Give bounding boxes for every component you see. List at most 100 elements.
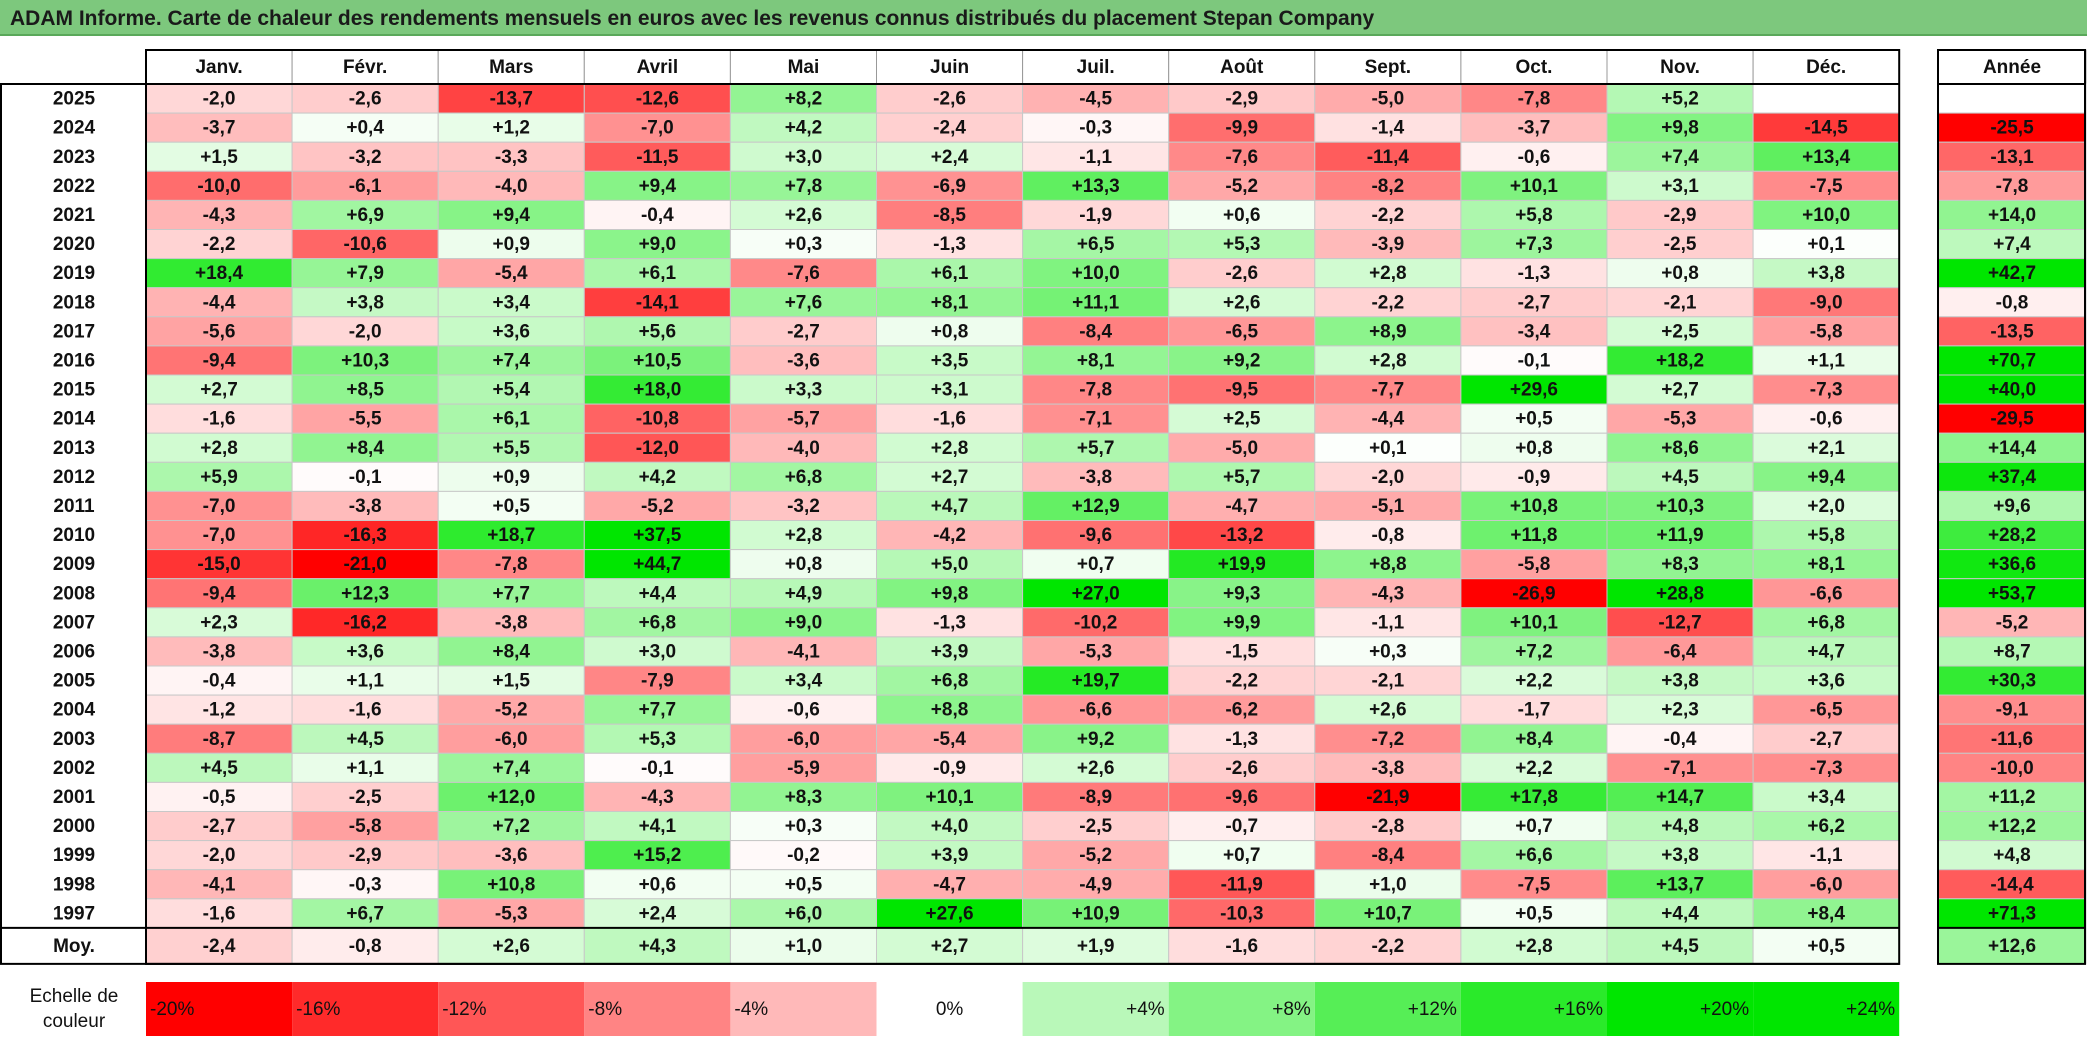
heatmap-cell bbox=[1022, 258, 1170, 289]
heatmap-cell bbox=[145, 229, 293, 260]
cell-value: +7,4 bbox=[492, 350, 530, 371]
cell-value: +10,1 bbox=[1510, 612, 1559, 633]
cell-value: -11,5 bbox=[636, 147, 679, 168]
heatmap-cell bbox=[1606, 665, 1754, 696]
cell-value: -6,0 bbox=[1810, 874, 1843, 895]
heatmap-cell bbox=[1314, 549, 1462, 580]
year-label: 2012 bbox=[53, 467, 95, 488]
heatmap-cell bbox=[729, 781, 878, 813]
heatmap-cell bbox=[583, 170, 731, 201]
average-cell bbox=[1752, 927, 1900, 965]
heatmap-cell bbox=[1168, 752, 1316, 783]
heatmap-cell bbox=[876, 287, 1024, 318]
cell-value: +3,0 bbox=[639, 641, 677, 662]
cell-value: -5,4 bbox=[933, 729, 966, 750]
cell-value: -4,3 bbox=[641, 787, 674, 808]
scale-label: -20% bbox=[150, 999, 194, 1020]
cell-value: +6,5 bbox=[1077, 234, 1115, 255]
annual-value: +11,2 bbox=[1988, 787, 2035, 808]
cell-value: -5,1 bbox=[1371, 496, 1404, 517]
cell-value: -0,1 bbox=[1518, 350, 1551, 371]
annual-cell bbox=[1937, 549, 2087, 580]
heatmap-cell bbox=[437, 781, 585, 813]
year-label: 2016 bbox=[53, 350, 95, 371]
heatmap-cell bbox=[1752, 141, 1900, 172]
annual-value: +4,8 bbox=[1993, 845, 2031, 866]
cell-value: -26,9 bbox=[1512, 583, 1555, 604]
month-header: Déc. bbox=[1806, 57, 1846, 78]
cell-value: +4,5 bbox=[1661, 467, 1699, 488]
cell-value: +18,2 bbox=[1656, 350, 1704, 371]
annual-value: +9,6 bbox=[1993, 496, 2031, 517]
heatmap-cell bbox=[1460, 141, 1608, 172]
cell-value: +0,8 bbox=[931, 321, 969, 342]
annual-cell bbox=[1937, 490, 2087, 521]
average-label: Moy. bbox=[53, 936, 95, 957]
scale-label: 0% bbox=[936, 999, 964, 1020]
heatmap-cell bbox=[1314, 170, 1462, 201]
cell-value: -7,1 bbox=[1664, 758, 1697, 779]
heatmap-cell bbox=[145, 520, 293, 551]
cell-value: +0,5 bbox=[785, 874, 823, 895]
cell-value: -7,0 bbox=[203, 496, 236, 517]
heatmap-cell bbox=[1168, 258, 1316, 289]
heatmap-cell bbox=[1314, 811, 1462, 842]
cell-value: -3,3 bbox=[495, 147, 528, 168]
cell-value: +3,9 bbox=[931, 641, 969, 662]
cell-value: -8,9 bbox=[1079, 787, 1112, 808]
cell-value: -7,5 bbox=[1518, 874, 1551, 895]
annual-value: -13,1 bbox=[1990, 147, 2034, 168]
cell-value: -2,0 bbox=[349, 321, 382, 342]
year-label: 2017 bbox=[53, 321, 95, 342]
cell-value: +5,5 bbox=[492, 438, 530, 459]
heatmap-cell bbox=[1606, 345, 1754, 376]
cell-value: +2,8 bbox=[931, 438, 969, 459]
heatmap-cell bbox=[1606, 461, 1754, 492]
heatmap-cell bbox=[437, 170, 585, 201]
heatmap-cell bbox=[729, 199, 878, 230]
scale-label: -16% bbox=[296, 999, 340, 1020]
heatmap-cell bbox=[583, 781, 731, 813]
year-label: 2021 bbox=[53, 205, 96, 226]
cell-value: +7,2 bbox=[492, 816, 530, 837]
heatmap-cell bbox=[1752, 607, 1900, 638]
cell-value: -6,0 bbox=[495, 729, 528, 750]
heatmap-cell bbox=[1606, 549, 1754, 580]
heatmap-cell bbox=[291, 461, 439, 492]
cell-value: -10,8 bbox=[636, 409, 679, 430]
cell-value: -2,2 bbox=[1371, 205, 1404, 226]
cell-value: -6,0 bbox=[787, 729, 820, 750]
cell-value: +0,8 bbox=[785, 554, 823, 575]
cell-value: +2,7 bbox=[1661, 380, 1699, 401]
heatmap-cell bbox=[1606, 258, 1754, 289]
heatmap-cell bbox=[1606, 141, 1754, 172]
year-label: 2013 bbox=[53, 438, 95, 459]
cell-value: -8,2 bbox=[1371, 176, 1404, 197]
cell-value: +8,8 bbox=[931, 700, 969, 721]
cell-value: -4,5 bbox=[1079, 89, 1112, 110]
year-label: 2004 bbox=[53, 700, 96, 721]
heatmap-cell bbox=[1606, 374, 1754, 405]
annual-cell bbox=[1937, 287, 2087, 318]
cell-value: -1,6 bbox=[203, 409, 236, 430]
cell-value: -8,5 bbox=[933, 205, 966, 226]
annual-cell bbox=[1937, 665, 2087, 696]
cell-value: -1,1 bbox=[1371, 612, 1404, 633]
cell-value: +2,4 bbox=[639, 903, 677, 924]
cell-value: +5,3 bbox=[1223, 234, 1261, 255]
cell-value: +3,6 bbox=[346, 641, 384, 662]
cell-value: -2,1 bbox=[1371, 671, 1404, 692]
heatmap-cell bbox=[1022, 403, 1170, 434]
cell-value: +9,4 bbox=[492, 205, 530, 226]
heatmap-cell bbox=[729, 229, 878, 260]
annual-value: -7,8 bbox=[1996, 176, 2029, 197]
cell-value: +8,1 bbox=[1077, 350, 1115, 371]
cell-value: -2,7 bbox=[203, 816, 236, 837]
month-header-cell bbox=[145, 49, 293, 85]
cell-value: +12,9 bbox=[1072, 496, 1120, 517]
cell-value: +10,3 bbox=[1656, 496, 1704, 517]
cell-value: +15,2 bbox=[633, 845, 681, 866]
annual-value: -29,5 bbox=[1990, 409, 2034, 430]
heatmap-cell bbox=[1022, 374, 1170, 405]
cell-value: +2,8 bbox=[1369, 350, 1407, 371]
